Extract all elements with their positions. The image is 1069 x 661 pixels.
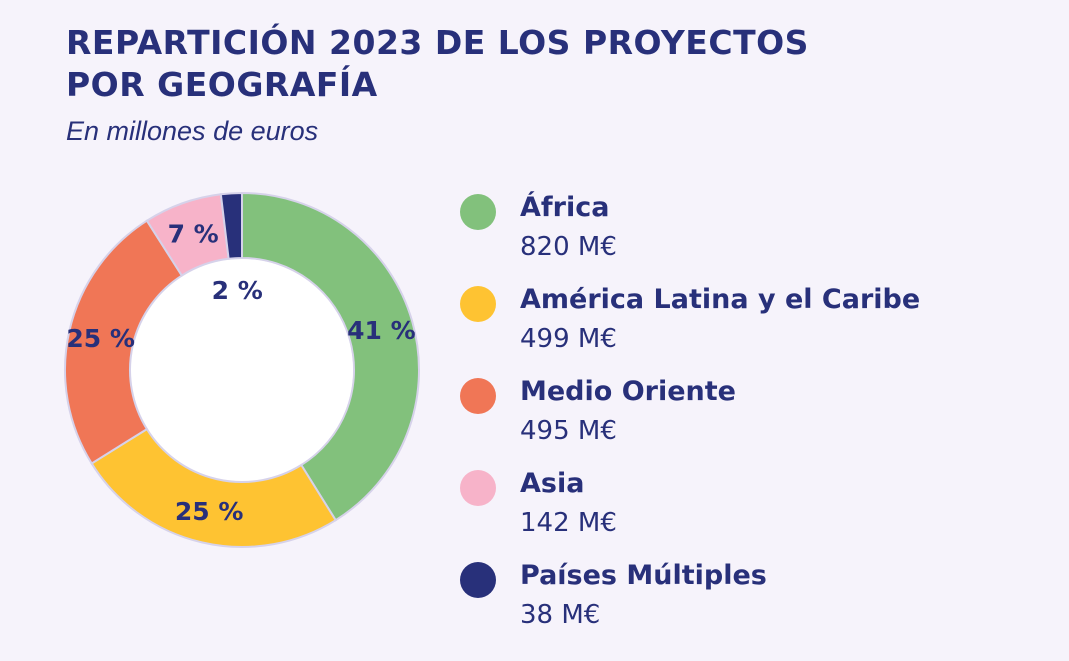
- legend-label: América Latina y el Caribe: [520, 284, 921, 315]
- slice-percent-label: 7 %: [168, 219, 219, 248]
- donut-slice-0: [241, 191, 420, 522]
- title-line-1: REPARTICIÓN 2023 DE LOS PROYECTOS: [66, 23, 809, 62]
- slice-percent-label: 41 %: [347, 316, 416, 345]
- legend-swatch: [460, 286, 496, 322]
- donut-hole: [131, 259, 353, 481]
- legend-label: África: [520, 192, 610, 223]
- donut-slice-1: [90, 427, 338, 548]
- chart-subtitle: En millones de euros: [66, 116, 319, 146]
- legend-label: Medio Oriente: [520, 376, 736, 407]
- legend-swatch: [460, 378, 496, 414]
- slice-percent-label: 25 %: [66, 324, 135, 353]
- legend-swatch: [460, 194, 496, 230]
- legend-value: 38 M€: [520, 600, 601, 630]
- legend-swatch: [460, 470, 496, 506]
- legend-swatch: [460, 562, 496, 598]
- legend-value: 142 M€: [520, 508, 617, 538]
- title-line-2: POR GEOGRAFÍA: [66, 65, 378, 104]
- slice-percent-label: 2 %: [212, 276, 263, 305]
- slice-percent-label: 25 %: [175, 497, 244, 526]
- donut-slice-2: [64, 219, 184, 465]
- legend-value: 495 M€: [520, 416, 617, 446]
- legend-label: Asia: [520, 468, 585, 499]
- legend-label: Países Múltiples: [520, 560, 767, 591]
- legend-value: 820 M€: [520, 232, 617, 262]
- chart-title: REPARTICIÓN 2023 DE LOS PROYECTOS POR GEO…: [66, 22, 809, 106]
- donut-slice-4: [219, 191, 243, 260]
- legend-value: 499 M€: [520, 324, 617, 354]
